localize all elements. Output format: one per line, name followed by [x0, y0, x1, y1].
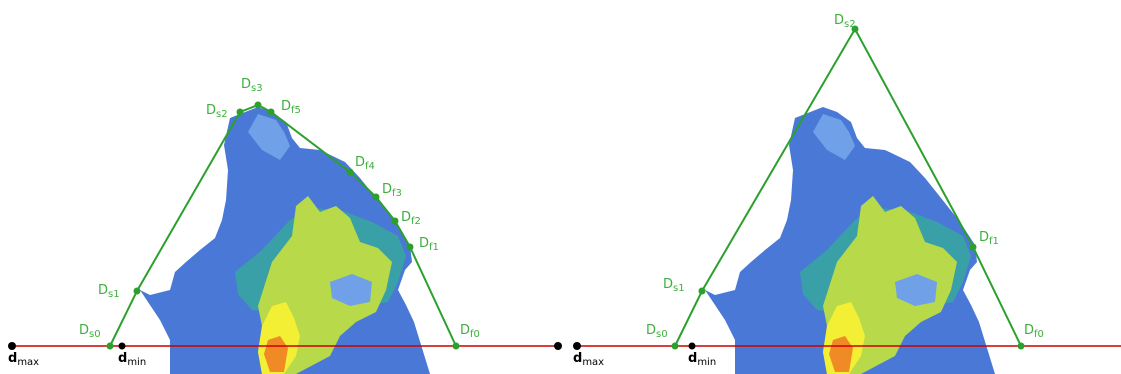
right-dmax-sub: max — [582, 357, 604, 368]
right-dmax-label: dmax — [573, 351, 604, 368]
left-dmin-sub: min — [127, 357, 146, 368]
right-point-ds1-label: Ds1 — [663, 277, 685, 294]
left-point-df4-label: Df4 — [355, 155, 375, 172]
right-dmax-letter: d — [573, 351, 582, 366]
right-point-df1-subscript: f1 — [989, 236, 999, 247]
left-point-ds1-label: Ds1 — [98, 283, 120, 300]
right-point-ds2-label: Ds2 — [834, 13, 856, 30]
left-point-df5-marker — [268, 109, 275, 116]
left-point-df1-label: Df1 — [419, 236, 439, 253]
left-point-df5-letter: D — [281, 99, 291, 114]
left-point-df0-subscript: f0 — [470, 329, 480, 340]
left-point-ds2-letter: D — [206, 103, 216, 118]
left-point-df3-label: Df3 — [382, 182, 402, 199]
right-point-ds0-subscript: s0 — [656, 329, 668, 340]
left-point-df1-subscript: f1 — [429, 242, 439, 253]
left-point-df4-subscript: f4 — [365, 161, 375, 172]
right-dmin-letter: d — [688, 351, 697, 366]
right-point-ds0-marker — [672, 343, 679, 350]
left-point-ds2-marker — [237, 109, 244, 116]
left-point-df1-marker — [407, 244, 414, 251]
left-dmax-letter: d — [8, 351, 17, 366]
right-point-df0-label: Df0 — [1024, 323, 1044, 340]
right-point-df0-letter: D — [1024, 323, 1034, 338]
left-point-ds0-letter: D — [79, 323, 89, 338]
left-point-df2-subscript: f2 — [411, 216, 421, 227]
left-point-ds0-subscript: s0 — [89, 329, 101, 340]
left-point-df3-marker — [373, 194, 380, 201]
left-point-df3-subscript: f3 — [392, 188, 402, 199]
left-dmax-sub: max — [17, 357, 39, 368]
left-point-df4-marker — [347, 169, 354, 176]
right-point-df0-subscript: f0 — [1034, 329, 1044, 340]
right-dmin-label: dmin — [688, 351, 716, 368]
left-baseline-end-marker — [554, 342, 562, 350]
right-point-df1-letter: D — [979, 230, 989, 245]
left-heatmap-blob — [140, 107, 430, 374]
right-dmax-marker — [573, 342, 581, 350]
left-dmax-marker — [8, 342, 16, 350]
right-point-ds1-marker — [699, 288, 706, 295]
left-point-df2-label: Df2 — [401, 210, 421, 227]
left-point-df2-letter: D — [401, 210, 411, 225]
right-point-df0-marker — [1018, 343, 1025, 350]
left-point-df3-letter: D — [382, 182, 392, 197]
right-point-df1-label: Df1 — [979, 230, 999, 247]
left-point-df2-marker — [392, 218, 399, 225]
left-point-df0-marker — [453, 343, 460, 350]
left-point-ds3-marker — [255, 102, 262, 109]
left-dmax-label: dmax — [8, 351, 39, 368]
left-dmin-label: dmin — [118, 351, 146, 368]
right-dmin-sub: min — [697, 357, 716, 368]
left-point-df4-letter: D — [355, 155, 365, 170]
left-dmin-marker — [119, 343, 126, 350]
left-point-ds2-label: Ds2 — [206, 103, 228, 120]
right-point-ds1-subscript: s1 — [673, 283, 685, 294]
right-heatmap-blob — [705, 107, 995, 374]
left-point-ds0-marker — [107, 343, 114, 350]
left-point-df0-label: Df0 — [460, 323, 480, 340]
left-point-ds3-label: Ds3 — [241, 77, 263, 94]
left-point-df1-letter: D — [419, 236, 429, 251]
right-dmin-marker — [689, 343, 696, 350]
left-point-ds1-letter: D — [98, 283, 108, 298]
left-dmin-letter: d — [118, 351, 127, 366]
left-point-df0-letter: D — [460, 323, 470, 338]
left-point-df5-subscript: f5 — [291, 105, 301, 116]
right-point-ds0-label: Ds0 — [646, 323, 668, 340]
left-point-df5-label: Df5 — [281, 99, 301, 116]
left-point-ds1-subscript: s1 — [108, 289, 120, 300]
right-point-df1-marker — [970, 244, 977, 251]
left-point-ds1-marker — [134, 288, 141, 295]
left-point-ds0-label: Ds0 — [79, 323, 101, 340]
right-point-ds2-letter: D — [834, 13, 844, 28]
right-point-ds2-subscript: s2 — [844, 19, 856, 30]
left-point-ds3-letter: D — [241, 77, 251, 92]
right-point-ds0-letter: D — [646, 323, 656, 338]
right-point-ds1-letter: D — [663, 277, 673, 292]
left-point-ds3-subscript: s3 — [251, 83, 263, 94]
left-point-ds2-subscript: s2 — [216, 109, 228, 120]
